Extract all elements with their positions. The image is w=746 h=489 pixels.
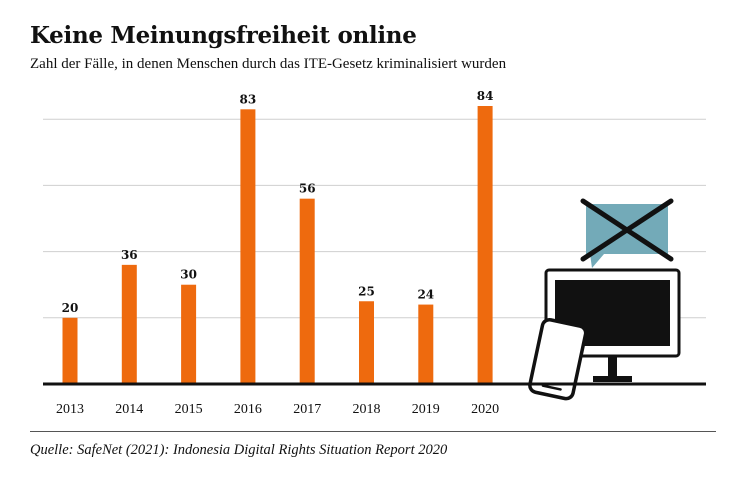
footer-divider xyxy=(30,431,716,432)
data-label-2020: 84 xyxy=(477,89,494,103)
chart-subtitle: Zahl der Fälle, in denen Menschen durch … xyxy=(30,56,507,72)
data-label-2014: 36 xyxy=(121,248,138,262)
data-label-2016: 83 xyxy=(240,92,257,106)
bar-2016 xyxy=(240,109,256,385)
data-label-2018: 25 xyxy=(358,284,375,298)
x-axis-tick-labels: 2013 2014 2015 2016 2017 2018 2019 2020 xyxy=(56,402,499,417)
x-tick-label-2017: 2017 xyxy=(293,402,321,417)
x-tick-label-2018: 2018 xyxy=(353,402,381,417)
source-note: Quelle: SafeNet (2021): Indonesia Digita… xyxy=(30,442,448,458)
x-tick-label-2013: 2013 xyxy=(56,402,84,417)
bars: 20 36 30 83 56 25 24 84 xyxy=(62,89,494,385)
bar-2014 xyxy=(121,264,137,384)
bar-2020 xyxy=(477,106,493,384)
x-tick-label-2016: 2016 xyxy=(234,402,262,417)
x-tick-label-2019: 2019 xyxy=(412,402,440,417)
data-label-2017: 56 xyxy=(299,182,316,196)
chart-title: Keine Meinungsfreiheit online xyxy=(30,22,417,49)
illustration xyxy=(528,198,681,401)
bar-2015 xyxy=(181,284,197,384)
x-tick-label-2014: 2014 xyxy=(115,402,143,417)
bar-2013 xyxy=(62,317,78,384)
x-tick-label-2020: 2020 xyxy=(471,402,499,417)
speech-bubble-crossed-icon xyxy=(580,198,674,268)
smartphone-icon xyxy=(528,317,588,401)
data-label-2013: 20 xyxy=(62,301,79,315)
data-label-2015: 30 xyxy=(180,268,197,282)
bar-2018 xyxy=(359,301,374,384)
bar-2019 xyxy=(418,304,434,384)
data-label-2019: 24 xyxy=(417,288,434,302)
x-tick-label-2015: 2015 xyxy=(175,402,203,417)
bar-2017 xyxy=(299,198,315,384)
